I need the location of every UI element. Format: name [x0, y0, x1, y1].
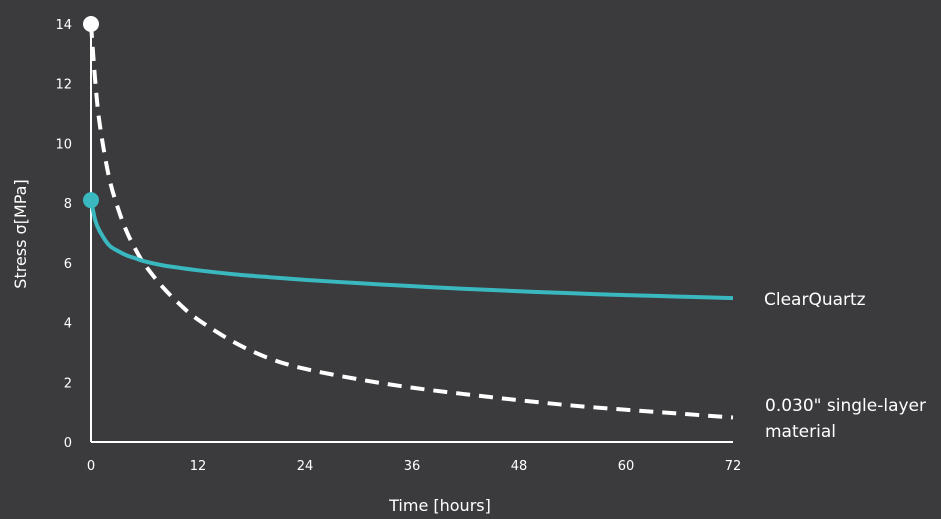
- clearquartz-label: ClearQuartz: [764, 290, 866, 310]
- axes: [90, 22, 733, 443]
- y-tick-label: 12: [55, 78, 72, 93]
- y-axis-title: Stress σ[MPa]: [11, 179, 30, 288]
- y-tick-labels: 0 2 4 6 8 10 12 14: [55, 18, 72, 451]
- x-tick-label: 72: [725, 459, 742, 474]
- x-tick-label: 0: [87, 459, 95, 474]
- x-tick-label: 48: [511, 459, 528, 474]
- single-layer-material-label: material: [765, 422, 836, 442]
- single-layer-material-line: [89, 23, 734, 420]
- x-axis-title: Time [hours]: [388, 496, 491, 515]
- single-layer-material-label: 0.030" single-layer: [765, 396, 926, 416]
- y-tick-label: 14: [55, 18, 72, 33]
- x-tick-label: 24: [297, 459, 314, 474]
- x-tick-label: 12: [190, 459, 207, 474]
- series-lines: [89, 23, 734, 420]
- y-tick-label: 6: [64, 257, 72, 272]
- clearquartz-start-marker: [83, 192, 99, 209]
- y-tick-label: 0: [64, 436, 72, 451]
- x-tick-labels: 0 12 24 36 48 60 72: [87, 459, 741, 474]
- y-tick-label: 4: [64, 317, 72, 332]
- series-markers: [83, 16, 99, 209]
- y-tick-label: 10: [55, 137, 72, 152]
- x-tick-label: 36: [404, 459, 421, 474]
- y-tick-label: 2: [64, 376, 72, 391]
- single-layer-material-start-marker: [83, 16, 99, 32]
- series-labels: ClearQuartz 0.030" single-layer material: [764, 290, 926, 442]
- y-tick-label: 8: [64, 197, 72, 212]
- x-tick-label: 60: [618, 459, 635, 474]
- clearquartz-line: [89, 199, 734, 301]
